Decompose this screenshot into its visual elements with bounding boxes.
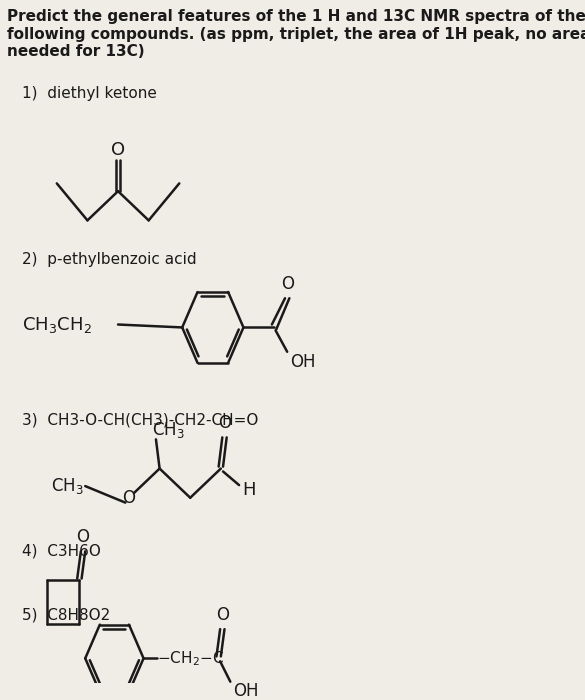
Text: CH$_3$CH$_2$: CH$_3$CH$_2$ [22, 314, 92, 335]
Text: O: O [111, 141, 125, 160]
Text: OH: OH [233, 682, 259, 700]
Text: O: O [281, 274, 294, 293]
Text: 2)  p-ethylbenzoic acid: 2) p-ethylbenzoic acid [22, 252, 197, 267]
Text: 5)  C8H8O2: 5) C8H8O2 [22, 607, 110, 622]
Text: Predict the general features of the 1 H and 13C NMR spectra of the
following com: Predict the general features of the 1 H … [7, 9, 585, 59]
Text: CH$_3$: CH$_3$ [152, 419, 185, 440]
Text: CH$_3$: CH$_3$ [51, 476, 84, 496]
Text: O: O [218, 414, 231, 432]
Text: 4)  C3H6O: 4) C3H6O [22, 544, 101, 559]
Text: 1)  diethyl ketone: 1) diethyl ketone [22, 86, 157, 101]
Text: OH: OH [290, 353, 316, 370]
Text: O: O [216, 606, 229, 624]
Text: O: O [122, 489, 136, 507]
Text: $-$CH$_2$$-$C: $-$CH$_2$$-$C [157, 649, 223, 668]
Text: O: O [77, 528, 90, 546]
Text: 3)  CH3-O-CH(CH3)-CH2-CH=O: 3) CH3-O-CH(CH3)-CH2-CH=O [22, 412, 258, 428]
Text: H: H [243, 481, 256, 499]
